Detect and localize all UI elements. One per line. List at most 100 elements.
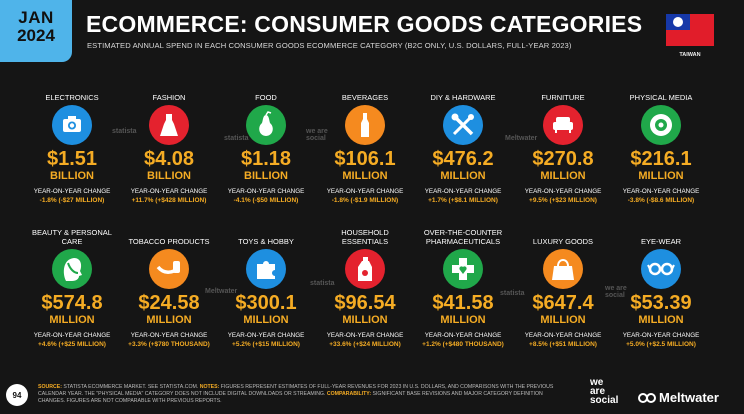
pear-icon — [246, 105, 286, 145]
source-text: STATISTA ECOMMERCE MARKET. SEE STATISTA.… — [63, 384, 199, 390]
category-unit: BILLION — [244, 170, 288, 182]
yoy-label: YEAR-ON-YEAR CHANGE — [326, 332, 404, 339]
category-label: FURNITURE — [541, 93, 585, 102]
footer-notes: SOURCE: STATISTA ECOMMERCE MARKET. SEE S… — [38, 384, 558, 404]
date-month: JAN — [18, 8, 54, 27]
yoy-label: YEAR-ON-YEAR CHANGE — [424, 188, 502, 195]
country-label: TAIWAN — [679, 52, 701, 58]
date-year: 2024 — [17, 26, 55, 45]
category-card: HOUSEHOLD ESSENTIALS $96.54 MILLION YEAR-ON… — [320, 226, 410, 348]
yoy-label: YEAR-ON-YEAR CHANGE — [424, 332, 502, 339]
category-unit: BILLION — [147, 170, 191, 182]
yoy-label: YEAR-ON-YEAR CHANGE — [622, 332, 700, 339]
watermark: Meltwater — [505, 135, 538, 142]
category-unit: MILLION — [243, 314, 289, 326]
tools-icon — [443, 105, 483, 145]
yoy-value: -1.8% (-$27 MILLION) — [39, 197, 105, 204]
category-unit: MILLION — [440, 314, 486, 326]
bottle-icon — [345, 105, 385, 145]
source-label: SOURCE: — [38, 384, 62, 390]
puzzle-icon — [246, 249, 286, 289]
category-label: BEAUTY & PERSONAL CARE — [32, 228, 112, 246]
category-unit: MILLION — [49, 314, 95, 326]
category-card: TOYS & HOBBY $300.1 MILLION YEAR-ON-YEAR CH… — [221, 226, 311, 348]
yoy-label: YEAR-ON-YEAR CHANGE — [130, 332, 208, 339]
comparability-text: SIGNIFICANT BASE REVISIONS AND MAJOR CAT… — [38, 390, 543, 404]
cleaner-bottle-icon — [345, 249, 385, 289]
watermark: Meltwater — [205, 288, 238, 295]
category-unit: MILLION — [540, 170, 586, 182]
meltwater-logo: Meltwater — [638, 390, 719, 405]
watermark: statista — [112, 128, 137, 135]
camera-icon — [52, 105, 92, 145]
category-value: $106.1 — [334, 148, 396, 170]
yoy-label: YEAR-ON-YEAR CHANGE — [326, 188, 404, 195]
category-unit: MILLION — [440, 170, 486, 182]
category-card: FURNITURE $270.8 MILLION YEAR-ON-YEAR CHANG… — [518, 82, 608, 204]
category-value: $1.51 — [46, 148, 98, 170]
category-value: $216.1 — [630, 148, 692, 170]
category-label: LUXURY GOODS — [532, 237, 594, 246]
yoy-value: +4.6% (+$25 MILLION) — [38, 341, 106, 348]
category-unit: BILLION — [50, 170, 94, 182]
category-unit: MILLION — [638, 170, 684, 182]
notes-label: NOTES: — [199, 384, 220, 390]
category-label: DIY & HARDWARE — [430, 93, 496, 102]
yoy-label: YEAR-ON-YEAR CHANGE — [227, 332, 305, 339]
yoy-value: +5.0% (+$2.5 MILLION) — [626, 341, 696, 348]
yoy-value: +8.5% (+$51 MILLION) — [529, 341, 597, 348]
page-number: 94 — [6, 384, 28, 406]
category-card: BEAUTY & PERSONAL CARE $574.8 MILLION YEAR-… — [27, 226, 117, 348]
category-label: OVER-THE-COUNTER PHARMACEUTICALS — [423, 228, 503, 246]
category-unit: MILLION — [342, 314, 388, 326]
taiwan-flag-icon — [666, 14, 714, 46]
category-card: TOBACCO PRODUCTS $24.58 MILLION YEAR-ON-YEA… — [124, 226, 214, 348]
category-value: $53.39 — [630, 292, 692, 314]
category-unit: MILLION — [342, 170, 388, 182]
yoy-value: +5.2% (+$15 MILLION) — [232, 341, 300, 348]
category-value: $96.54 — [334, 292, 396, 314]
category-unit: MILLION — [540, 314, 586, 326]
watermark: statista — [224, 135, 249, 142]
face-icon — [52, 249, 92, 289]
disc-icon — [641, 105, 681, 145]
watermark: statista — [310, 280, 335, 287]
category-card: OVER-THE-COUNTER PHARMACEUTICALS $41.58 MI… — [418, 226, 508, 348]
pipe-icon — [149, 249, 189, 289]
dress-icon — [149, 105, 189, 145]
category-card: BEVERAGES $106.1 MILLION YEAR-ON-YEAR CHANG… — [320, 82, 410, 204]
category-card: DIY & HARDWARE $476.2 MILLION YEAR-ON-YEAR … — [418, 82, 508, 204]
yoy-label: YEAR-ON-YEAR CHANGE — [622, 188, 700, 195]
glasses-icon — [641, 249, 681, 289]
yoy-value: +33.6% (+$24 MILLION) — [329, 341, 401, 348]
yoy-label: YEAR-ON-YEAR CHANGE — [33, 332, 111, 339]
handbag-icon — [543, 249, 583, 289]
yoy-value: +9.5% (+$23 MILLION) — [529, 197, 597, 204]
we-are-social-logo: we are social — [590, 377, 619, 406]
date-badge: JAN 2024 — [0, 0, 72, 62]
category-label: EYE-WEAR — [640, 237, 681, 246]
category-label: PHYSICAL MEDIA — [629, 93, 693, 102]
category-label: FASHION — [152, 93, 186, 102]
category-value: $300.1 — [235, 292, 297, 314]
category-card: FOOD $1.18 BILLION YEAR-ON-YEAR CHANGE -4.1%… — [221, 82, 311, 204]
category-label: TOYS & HOBBY — [238, 237, 294, 246]
category-card: PHYSICAL MEDIA $216.1 MILLION YEAR-ON-YEAR … — [616, 82, 706, 204]
category-card: LUXURY GOODS $647.4 MILLION YEAR-ON-YEAR CH… — [518, 226, 608, 348]
category-value: $574.8 — [41, 292, 103, 314]
category-label: BEVERAGES — [341, 93, 389, 102]
category-card: FASHION $4.08 BILLION YEAR-ON-YEAR CHANGE +1… — [124, 82, 214, 204]
category-card: EYE-WEAR $53.39 MILLION YEAR-ON-YEAR CHANGE… — [616, 226, 706, 348]
yoy-label: YEAR-ON-YEAR CHANGE — [524, 188, 602, 195]
yoy-label: YEAR-ON-YEAR CHANGE — [524, 332, 602, 339]
watermark: statista — [500, 290, 525, 297]
yoy-value: -3.8% (-$8.6 MILLION) — [627, 197, 695, 204]
category-value: $1.18 — [240, 148, 292, 170]
category-unit: MILLION — [638, 314, 684, 326]
category-value: $41.58 — [432, 292, 494, 314]
category-value: $476.2 — [432, 148, 494, 170]
category-value: $4.08 — [143, 148, 195, 170]
page-title: ECOMMERCE: CONSUMER GOODS CATEGORIES — [86, 11, 643, 37]
medical-cross-icon — [443, 249, 483, 289]
notes-text: FIGURES REPRESENT ESTIMATES OF FULL-YEAR… — [38, 384, 554, 397]
